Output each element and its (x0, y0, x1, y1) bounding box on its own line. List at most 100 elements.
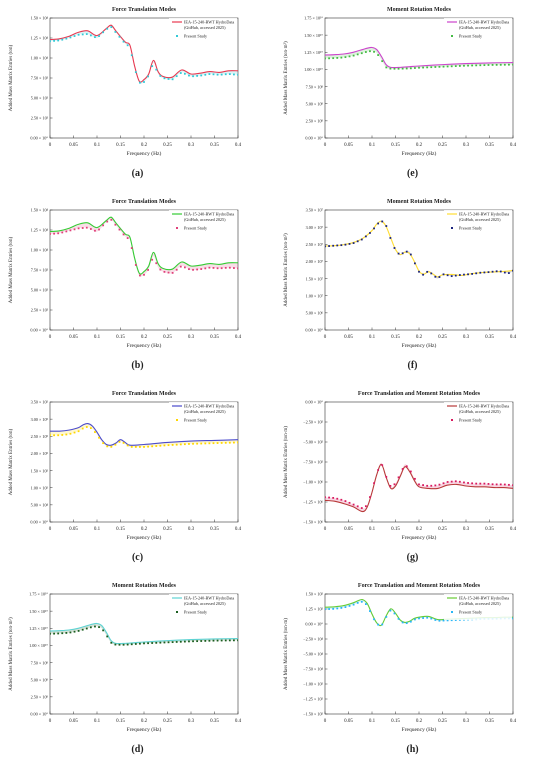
series-point-study (385, 475, 388, 478)
x-tick-label: 0.35 (210, 527, 219, 532)
series-point-study (495, 270, 498, 273)
series-point-study (163, 444, 166, 447)
series-point-study (212, 73, 215, 76)
series-point-study (65, 433, 68, 436)
series-point-study (61, 632, 64, 635)
series-point-study (57, 232, 60, 235)
series-point-study (332, 607, 335, 610)
x-tick-label: 0.15 (391, 719, 400, 724)
series-point-study (61, 231, 64, 234)
series-point-study (73, 431, 76, 434)
y-tick-label: 7.50 × 10³ (31, 76, 49, 81)
series-point-study (487, 271, 490, 274)
series-point-study (77, 430, 80, 433)
series-point-study (179, 640, 182, 643)
series-point-study (102, 629, 105, 632)
x-tick-label: 0.15 (116, 143, 125, 148)
series-point-study (171, 641, 174, 644)
y-tick-label: −1.00 × 10⁶ (303, 480, 323, 485)
series-point-study (467, 64, 469, 67)
series-point-study (114, 31, 117, 33)
series-point-study (89, 626, 92, 629)
chart-svg: Force Translation Modes 0 0.05 0.1 0.15 0.2 0.… (9, 391, 242, 541)
series-point-study (106, 635, 109, 638)
series-point-study (356, 240, 359, 243)
series-point-study (50, 40, 51, 43)
series-point-study (208, 639, 211, 642)
x-tick-label: 0.1 (94, 335, 101, 340)
series-point-study (196, 640, 199, 643)
series-point-study (212, 442, 215, 445)
panel-label: (c) (131, 552, 144, 563)
series-point-study (85, 226, 88, 229)
y-tick-label: 5.00 × 10⁹ (306, 101, 324, 106)
series-point-study (155, 641, 158, 644)
series-point-study (183, 266, 186, 269)
y-tick-label: 1.75 × 10¹⁰ (304, 16, 323, 21)
plot-area (50, 24, 238, 84)
x-tick-label: 0.2 (141, 719, 148, 724)
y-tick-label: −7.50 × 10⁵ (303, 460, 323, 465)
series-point-study (352, 503, 355, 506)
series-point-study (364, 235, 367, 238)
series-point-study (163, 270, 166, 273)
series-point-study (430, 484, 433, 487)
series-point-study (228, 639, 231, 642)
series-point-study (85, 627, 88, 630)
series-point-study (179, 265, 182, 268)
plot-area (325, 220, 513, 279)
x-tick-label: 0.4 (235, 719, 242, 724)
series-point-study (454, 619, 457, 621)
y-axis-label: Added Mass Matrix Entries (ton) (9, 428, 14, 495)
series-point-study (495, 63, 498, 66)
y-tick-label: 2.50 × 10⁷ (306, 242, 324, 247)
series-point-study (503, 63, 506, 66)
series-point-study (98, 436, 100, 439)
x-axis-label: Frequency (Hz) (127, 534, 162, 541)
y-tick-label: 3.50 × 10⁷ (306, 208, 324, 213)
series-point-study (414, 67, 416, 69)
series-point-study (122, 441, 125, 444)
series-point-study (61, 38, 64, 41)
series-point-study (155, 262, 158, 265)
series-point-study (175, 75, 178, 78)
series-point-study (430, 272, 433, 275)
series-point-study (377, 222, 380, 225)
series-point-study (183, 443, 186, 446)
x-tick-label: 0 (324, 719, 327, 724)
y-tick-label: −1.25 × 10⁵ (303, 697, 323, 702)
x-tick-label: 0.3 (188, 719, 195, 724)
chart-panel: Force Translation and Moment Rotation Mo… (275, 384, 550, 576)
series-point-study (377, 469, 380, 471)
series-point-study (53, 232, 55, 235)
series-point-study (442, 619, 445, 622)
series-point-study (401, 621, 404, 624)
series-point-study (73, 228, 76, 231)
y-tick-label: 1.75 × 10¹⁰ (29, 592, 48, 597)
y-tick-label: 1.00 × 10¹⁰ (29, 643, 48, 648)
series-point-study (224, 73, 227, 76)
series-point-study (53, 632, 55, 635)
series-point-study (450, 619, 453, 622)
series-point-study (65, 230, 68, 233)
series-point-study (228, 266, 231, 269)
series-point-study (188, 443, 190, 445)
series-point-study (126, 444, 129, 447)
series-point-study (208, 442, 211, 445)
y-tick-label: −1.25 × 10⁶ (303, 500, 323, 505)
series-point-study (228, 441, 231, 444)
series-point-study (414, 618, 416, 621)
x-tick-label: 0.35 (210, 719, 219, 724)
x-tick-label: 0 (49, 719, 52, 724)
x-tick-label: 0.15 (391, 143, 400, 148)
series-point-study (147, 642, 149, 645)
series-point-study (114, 443, 117, 446)
series-point-study (405, 622, 408, 625)
x-tick-label: 0 (324, 143, 327, 148)
x-tick-label: 0.4 (235, 143, 242, 148)
series-point-study (216, 442, 219, 444)
x-tick-label: 0.1 (369, 335, 376, 340)
series-point-study (422, 273, 424, 276)
y-tick-label: 5.00 × 10⁹ (31, 677, 49, 682)
series-point-study (163, 77, 166, 80)
